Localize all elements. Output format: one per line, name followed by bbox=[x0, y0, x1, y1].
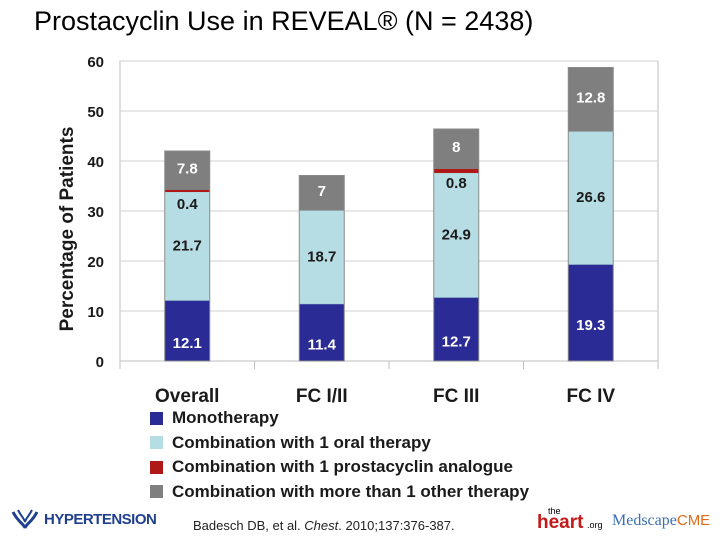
theheart-logo: the heart .org bbox=[534, 506, 606, 534]
legend-swatch bbox=[150, 411, 163, 425]
bar-segment bbox=[164, 300, 210, 361]
theheart-logo-heart: heart bbox=[537, 512, 584, 533]
data-label: 7.8 bbox=[177, 161, 198, 178]
legend-label: Monotherapy bbox=[172, 408, 279, 428]
x-category-label: FC III bbox=[433, 386, 479, 407]
medscape-cme-logo: MedscapeCME bbox=[612, 512, 710, 530]
legend-item: Monotherapy bbox=[150, 406, 529, 431]
y-tick-label: 30 bbox=[87, 204, 104, 221]
legend-label: Combination with more than 1 other thera… bbox=[172, 481, 530, 501]
bar-outline bbox=[164, 150, 211, 362]
slide-title: Prostacyclin Use in REVEAL® (N = 2438) bbox=[34, 6, 534, 36]
chart-legend: Monotherapy Combination with 1 oral thera… bbox=[150, 406, 529, 504]
citation: Badesch DB, et al. Chest. 2010;137:376-3… bbox=[193, 518, 455, 533]
legend-label: Combination with 1 prostacyclin analogue bbox=[172, 457, 513, 477]
x-category-label: Overall bbox=[155, 386, 219, 407]
bar-segment bbox=[164, 190, 210, 192]
y-tick-label: 0 bbox=[96, 354, 104, 371]
bar-segment bbox=[164, 151, 210, 190]
bar-segment bbox=[433, 297, 479, 361]
hypertension-logo: HYPERTENSION bbox=[10, 508, 157, 530]
y-tick-label: 50 bbox=[87, 104, 104, 121]
bar-segment bbox=[164, 191, 210, 301]
legend-label: Combination with 1 oral therapy bbox=[172, 432, 431, 452]
data-label: 24.9 bbox=[442, 226, 471, 243]
bar-outline bbox=[298, 175, 345, 362]
y-tick-label: 60 bbox=[87, 54, 104, 71]
data-label: 0.8 bbox=[446, 175, 467, 192]
bar-segment bbox=[568, 131, 614, 265]
theheart-logo-org: .org bbox=[587, 520, 603, 530]
data-label: 21.7 bbox=[173, 237, 202, 254]
bar-outline bbox=[433, 128, 480, 362]
cme-logo-text: CME bbox=[676, 512, 711, 529]
citation-journal: Chest bbox=[304, 518, 339, 533]
hypertension-logo-text: HYPERTENSION bbox=[44, 510, 157, 528]
theheart-logo-the: the bbox=[548, 506, 561, 516]
bar-segment bbox=[568, 67, 614, 132]
data-label: 12.8 bbox=[576, 90, 605, 107]
bar-segment bbox=[299, 304, 345, 361]
data-label: 19.3 bbox=[576, 317, 605, 334]
data-label: 0.4 bbox=[177, 196, 199, 213]
citation-details: . 2010;137:376-387. bbox=[338, 518, 455, 533]
x-category-label: FC IV bbox=[566, 386, 615, 407]
legend-swatch bbox=[150, 436, 163, 450]
data-label: 7 bbox=[318, 183, 326, 200]
citation-authors: Badesch DB, et al. bbox=[193, 518, 305, 533]
bar-outline bbox=[567, 67, 614, 362]
legend-item: Combination with more than 1 other thera… bbox=[150, 480, 529, 505]
data-label: 12.7 bbox=[442, 333, 471, 350]
legend-item: Combination with 1 oral therapy bbox=[150, 431, 529, 456]
y-tick-label: 40 bbox=[87, 154, 104, 171]
hypertension-swirl-icon bbox=[11, 509, 39, 529]
y-tick-label: 10 bbox=[87, 304, 104, 321]
y-axis-label: Percentage of Patients bbox=[57, 127, 78, 332]
bar-segment bbox=[568, 264, 614, 361]
medscape-logo-text: Medscape bbox=[612, 512, 677, 529]
data-label: 11.4 bbox=[308, 337, 337, 354]
bar-segment bbox=[299, 210, 345, 305]
x-category-label: FC I/II bbox=[296, 386, 348, 407]
sponsor-logos: the heart .org MedscapeCME bbox=[534, 506, 710, 534]
bar-segment bbox=[299, 175, 345, 211]
bar-segment bbox=[433, 169, 479, 173]
data-label: 8 bbox=[452, 139, 460, 156]
y-tick-label: 20 bbox=[87, 254, 104, 271]
bar-segment bbox=[433, 129, 479, 169]
legend-swatch bbox=[150, 485, 163, 499]
data-label: 18.7 bbox=[307, 248, 336, 265]
legend-swatch bbox=[150, 460, 163, 474]
data-label: 12.1 bbox=[173, 335, 202, 352]
legend-item: Combination with 1 prostacyclin analogue bbox=[150, 455, 529, 480]
data-label: 26.6 bbox=[576, 189, 605, 206]
